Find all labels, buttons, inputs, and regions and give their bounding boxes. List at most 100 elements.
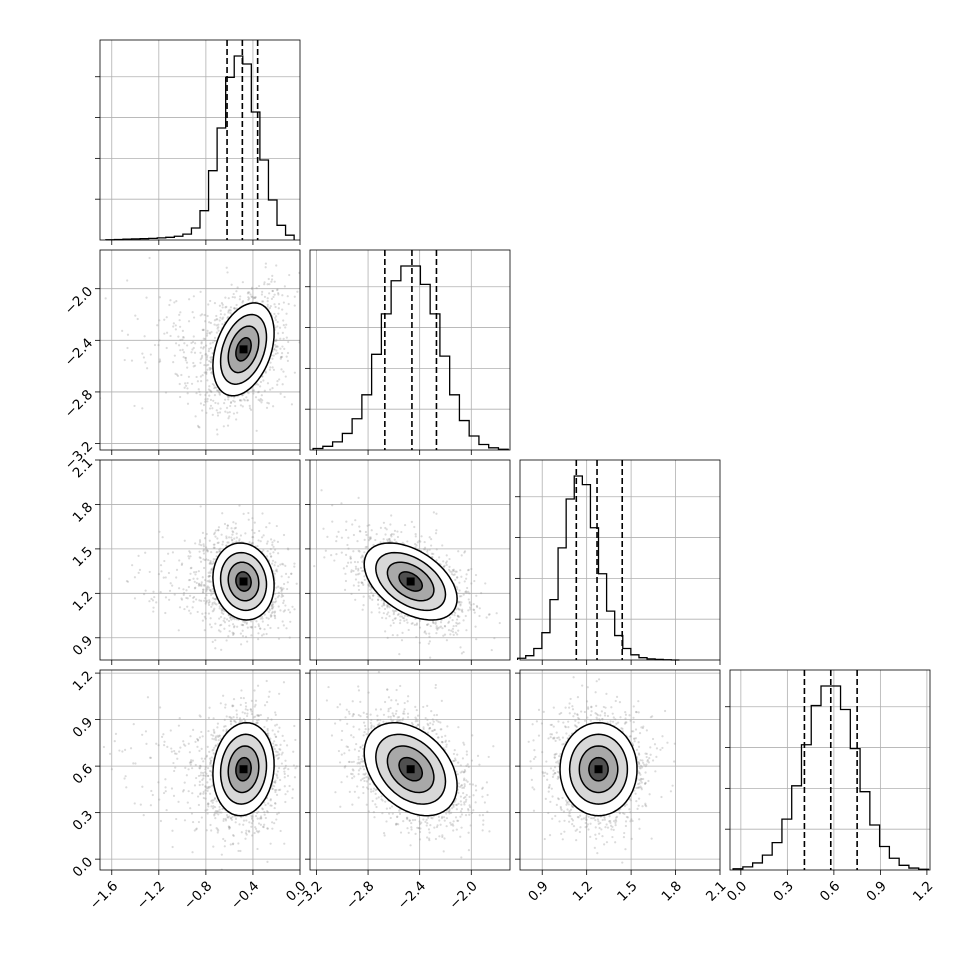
panel-grid-0-0: [95, 40, 301, 245]
scatter-point: [198, 539, 202, 542]
scatter-point: [271, 610, 274, 613]
scatter-point: [231, 295, 234, 299]
scatter-point: [286, 351, 290, 355]
scatter-point: [201, 590, 205, 594]
scatter-point: [280, 356, 283, 359]
scatter-point: [262, 534, 265, 537]
scatter-point: [211, 341, 214, 344]
scatter-point: [266, 540, 269, 543]
scatter-point: [346, 543, 349, 547]
scatter-point: [362, 595, 365, 598]
scatter-point: [181, 338, 184, 341]
scatter-point: [354, 567, 358, 570]
scatter-point: [209, 588, 212, 592]
scatter-point: [251, 541, 254, 544]
scatter-point: [214, 598, 217, 601]
scatter-point: [460, 652, 464, 655]
scatter-point: [175, 373, 179, 376]
scatter-point: [473, 608, 476, 612]
scatter-point: [186, 597, 189, 600]
scatter-point: [207, 388, 211, 391]
scatter-point: [449, 633, 452, 636]
scatter-point: [430, 538, 433, 541]
scatter-point: [257, 539, 260, 542]
scatter-point: [458, 589, 461, 592]
scatter-point: [248, 404, 251, 407]
scatter-point: [157, 572, 161, 576]
scatter-point: [228, 308, 231, 311]
scatter-point: [286, 547, 290, 550]
scatter-point: [423, 540, 426, 544]
scatter-point: [452, 573, 455, 577]
scatter-point: [271, 274, 274, 277]
scatter-point: [156, 324, 159, 327]
scatter-point: [211, 603, 214, 606]
scatter-point: [162, 576, 165, 579]
scatter-point: [218, 392, 221, 395]
scatter-point: [200, 379, 203, 383]
scatter-point: [152, 590, 155, 593]
scatter-point: [354, 578, 358, 581]
scatter-point: [428, 640, 431, 643]
scatter-point: [253, 296, 257, 299]
scatter-point: [211, 407, 214, 410]
scatter-point: [232, 292, 235, 296]
scatter-point: [264, 266, 267, 269]
scatter-point: [201, 328, 204, 331]
scatter-point: [269, 361, 272, 364]
scatter-point: [455, 621, 458, 624]
scatter-point: [470, 567, 473, 571]
scatter-point: [178, 313, 181, 316]
scatter-point: [189, 572, 192, 575]
scatter-point: [215, 409, 218, 412]
scatter-point: [418, 539, 421, 542]
scatter-point: [461, 608, 464, 611]
scatter-point: [203, 583, 206, 587]
scatter-point: [181, 348, 184, 351]
scatter-point: [462, 650, 465, 654]
scatter-point: [265, 526, 268, 529]
scatter-panel-2-1: [313, 489, 501, 659]
scatter-point: [202, 543, 205, 546]
panel-frame-2-2: [519, 459, 721, 661]
scatter-panel-1-0: [100, 256, 300, 436]
scatter-point: [226, 524, 229, 527]
scatter-point: [212, 609, 215, 612]
scatter-point: [184, 356, 187, 359]
scatter-point: [137, 554, 140, 557]
scatter-point: [187, 555, 190, 558]
scatter-point: [469, 608, 472, 611]
scatter-point: [357, 581, 360, 584]
scatter-point: [263, 613, 266, 616]
scatter-point: [282, 563, 285, 566]
scatter-point: [423, 631, 426, 634]
scatter-point: [205, 590, 208, 593]
scatter-point: [370, 529, 373, 532]
scatter-point: [193, 587, 197, 590]
scatter-point: [203, 629, 206, 632]
scatter-point: [174, 328, 177, 331]
scatter-point: [211, 413, 214, 416]
scatter-point: [273, 611, 276, 614]
scatter-point: [475, 594, 478, 597]
scatter-point: [208, 588, 211, 591]
scatter-point: [270, 614, 273, 617]
scatter-point: [382, 602, 386, 605]
scatter-point: [229, 312, 232, 315]
scatter-point: [248, 541, 251, 544]
scatter-point: [487, 613, 491, 616]
scatter-point: [459, 604, 462, 607]
scatter-point: [377, 598, 380, 601]
scatter-point: [385, 528, 388, 531]
scatter-point: [225, 266, 228, 269]
scatter-point: [228, 630, 231, 633]
scatter-point: [435, 559, 438, 562]
contour-line: [219, 313, 268, 385]
scatter-point: [241, 394, 244, 397]
scatter-point: [179, 395, 182, 399]
scatter-point: [202, 548, 206, 551]
scatter-point: [280, 368, 283, 371]
scatter-point: [254, 296, 257, 299]
scatter-point: [203, 599, 206, 602]
scatter-point: [289, 620, 292, 623]
